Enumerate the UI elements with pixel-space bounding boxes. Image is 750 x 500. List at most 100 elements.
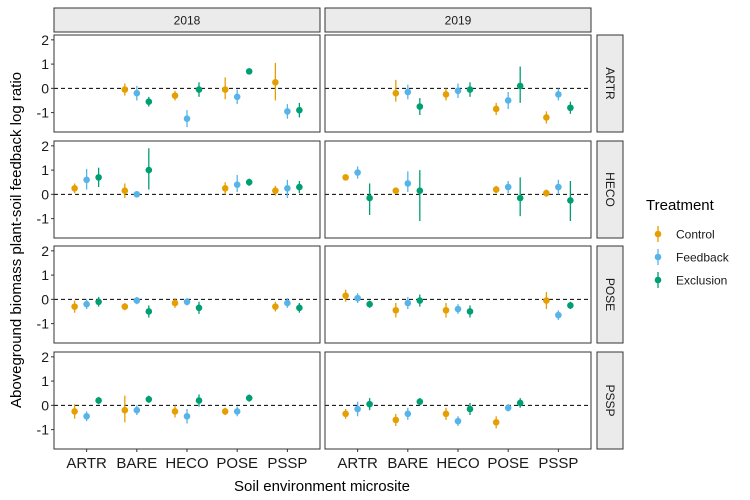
- x-tick-label-2018-artr: ARTR: [66, 455, 107, 472]
- panel-pssp-2019-bare-exclusion-point: [416, 398, 424, 406]
- panel-artr-2019-heco-feedback-point: [454, 87, 462, 95]
- panel-pose-2018-pssp-feedback-point: [284, 299, 291, 307]
- col-strip-2018: [53, 7, 321, 33]
- panel-artr-2018-pose-exclusion-point: [245, 68, 253, 75]
- panel-artr-2018-pose-control-point: [221, 86, 229, 93]
- panel-heco-2018-artr-control-point: [71, 184, 78, 192]
- panel-pose-2018-bare-exclusion-point: [145, 308, 153, 315]
- y-tick-label-artr-0: 0: [41, 80, 49, 96]
- panel-heco-2018-bare-exclusion-point: [145, 166, 153, 174]
- panel-heco-2019-pose-feedback-point: [504, 183, 512, 191]
- panel-pose-2018-pssp-control-point: [272, 303, 279, 310]
- legend-entries: Control Feedback Exclusion: [654, 226, 730, 288]
- x-tick-label-2018-bare: BARE: [116, 455, 157, 472]
- panel-pose-2019-background: [325, 246, 591, 343]
- panel-pose-2018-artr-exclusion-point: [95, 298, 102, 306]
- panel-pssp-2019-pose-exclusion-point: [516, 399, 524, 407]
- row-strip-label-artr: ARTR: [603, 67, 617, 100]
- panel-heco-2018: -1 0 1 2: [37, 138, 321, 239]
- panel-pose-2018-pssp-exclusion-point: [296, 304, 303, 312]
- panel-pose-2018-heco-control-point: [171, 299, 179, 307]
- panel-heco-2018-pose-feedback-point: [233, 181, 241, 188]
- x-tick-label-2019-heco: HECO: [436, 455, 479, 472]
- y-tick-label-heco-0: 0: [41, 186, 49, 202]
- panel-pssp-2018-pose-control-point: [221, 408, 229, 415]
- panel-artr-2019: [324, 34, 592, 133]
- panel-pssp-2019-bare-feedback-point: [404, 410, 412, 418]
- panel-artr-2019-heco-control-point: [442, 91, 450, 98]
- panel-artr-2018-pose-feedback-point: [233, 93, 241, 101]
- panel-pose-2019-bare-control-point: [392, 306, 400, 314]
- y-tick-label-artr-1: 1: [41, 56, 49, 72]
- panel-pssp-2018: -1 0 1 2 ARTR BARE HECO POSE PSSP: [37, 349, 321, 472]
- panel-heco-2019: [324, 140, 592, 239]
- panel-heco-2018-bare-feedback-point: [133, 191, 141, 198]
- panel-pssp-2019-artr-control-point: [342, 410, 349, 418]
- y-tick-label-pssp-1: 1: [41, 373, 49, 389]
- panel-artr-2018: -1 0 1 2: [37, 32, 321, 133]
- panel-heco-2019-pssp-feedback-point: [555, 183, 562, 191]
- y-tick-label-artr--1: -1: [37, 105, 50, 121]
- panel-pssp-2018-bare-control-point: [121, 406, 129, 414]
- panel-pssp-2018-bare-feedback-point: [133, 406, 141, 414]
- row-strip-pssp: [596, 351, 624, 450]
- panel-pose-2019-artr-exclusion-point: [366, 300, 373, 308]
- panel-pssp-2019-artr-exclusion-point: [366, 400, 373, 408]
- legend-control-key-point: [654, 230, 662, 238]
- y-tick-label-pssp-0: 0: [41, 397, 49, 413]
- panel-pose-2019-pssp-exclusion-point: [567, 302, 574, 309]
- row-strip-label-pssp: PSSP: [603, 384, 617, 416]
- panel-heco-2019-pssp-exclusion-point: [567, 197, 574, 204]
- panel-heco-2019-bare-feedback-point: [404, 180, 412, 187]
- y-tick-label-heco-2: 2: [41, 138, 49, 154]
- panels-layer: 2018 2019ARTRHECOPOSEPSSP-1012-1012-1012-…: [37, 7, 624, 472]
- panel-artr-2018-pssp-feedback-point: [284, 108, 291, 115]
- panel-pose-2019: [324, 245, 592, 344]
- panel-pssp-2019-heco-feedback-point: [454, 417, 462, 425]
- panel-pssp-2019-heco-exclusion-point: [466, 405, 474, 413]
- panel-pose-2019-pssp-control-point: [543, 297, 550, 304]
- panel-pose-2019-heco-control-point: [442, 306, 450, 314]
- panel-pose-2018: -1 0 1 2: [37, 243, 321, 344]
- panel-pssp-2018-pose-exclusion-point: [245, 394, 253, 402]
- col-strip-2019: [324, 7, 592, 33]
- panel-heco-2019-background: [325, 141, 591, 238]
- x-tick-label-2018-pose: POSE: [216, 455, 258, 472]
- panel-artr-2018-heco-exclusion-point: [195, 86, 203, 93]
- panel-heco-2018-pssp-control-point: [272, 187, 279, 195]
- panel-pose-2019-bare-feedback-point: [404, 299, 412, 307]
- row-strip-label-heco: HECO: [603, 172, 617, 207]
- panel-heco-2018-background: [54, 141, 320, 238]
- panel-heco-2018-artr-feedback-point: [83, 176, 90, 184]
- row-strip-label-pose: POSE: [603, 278, 617, 311]
- legend: Treatment Control Feedback Exclusion: [646, 197, 730, 288]
- x-tick-label-2019-pssp: PSSP: [538, 455, 578, 472]
- panel-artr-2019-pose-feedback-point: [504, 97, 512, 104]
- panel-heco-2019-artr-control-point: [342, 174, 349, 181]
- y-tick-label-pssp--1: -1: [37, 422, 50, 438]
- panel-heco-2018-bare-control-point: [121, 187, 129, 195]
- row-strip-heco: [596, 140, 624, 239]
- panel-pssp-2018-heco-exclusion-point: [195, 397, 203, 404]
- panel-artr-2018-heco-feedback-point: [183, 115, 191, 122]
- panel-pssp-2018-background: [54, 352, 320, 449]
- panel-heco-2019-pose-exclusion-point: [516, 194, 524, 202]
- panel-pssp-2018-pose-feedback-point: [233, 408, 241, 415]
- x-tick-label-2019-pose: POSE: [487, 455, 529, 472]
- panel-pose-2019-artr-feedback-point: [354, 294, 361, 302]
- panel-pssp-2018-heco-feedback-point: [183, 412, 191, 420]
- panel-pssp-2019-background: [325, 352, 591, 449]
- panel-heco-2019-pose-control-point: [492, 186, 500, 193]
- y-tick-label-pssp-2: 2: [41, 349, 49, 365]
- x-tick-label-2018-pssp: PSSP: [267, 455, 307, 472]
- col-strip-label-2018: 2018: [174, 14, 201, 28]
- panel-heco-2019-artr-exclusion-point: [366, 194, 373, 202]
- x-tick-label-2019-artr: ARTR: [337, 455, 378, 472]
- y-tick-label-heco-1: 1: [41, 162, 49, 178]
- panel-pssp-2019-pose-feedback-point: [504, 404, 512, 412]
- panel-artr-2018-pssp-exclusion-point: [296, 106, 303, 114]
- panel-artr-2019-bare-feedback-point: [404, 88, 412, 96]
- panel-pose-2018-heco-exclusion-point: [195, 304, 203, 312]
- panel-artr-2018-pssp-control-point: [272, 78, 279, 86]
- panel-heco-2019-artr-feedback-point: [354, 169, 361, 176]
